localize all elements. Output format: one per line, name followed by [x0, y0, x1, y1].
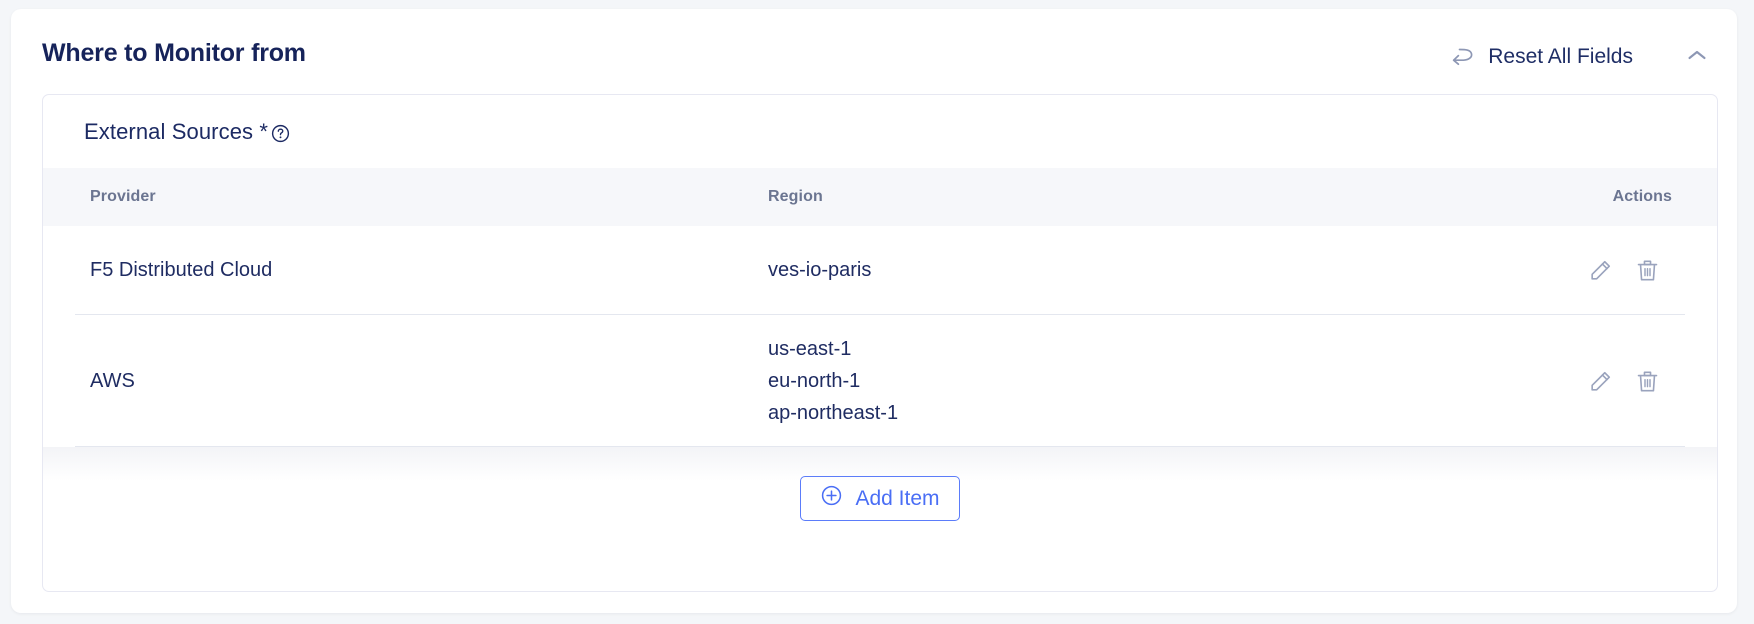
- table-header-row: Provider Region Actions: [43, 168, 1717, 226]
- add-item-button[interactable]: Add Item: [800, 476, 960, 521]
- plus-circle-icon: [820, 484, 843, 513]
- region-list: us-east-1 eu-north-1 ap-northeast-1: [768, 338, 1550, 425]
- table-body: F5 Distributed Cloud ves-io-paris: [43, 226, 1717, 447]
- add-item-label: Add Item: [855, 486, 940, 510]
- column-header-actions: Actions: [1612, 188, 1672, 205]
- table-row: F5 Distributed Cloud ves-io-paris: [43, 226, 1717, 315]
- edit-row-button[interactable]: [1588, 369, 1613, 394]
- region-value: ap-northeast-1: [768, 401, 899, 424]
- column-header-provider: Provider: [90, 188, 156, 205]
- region-value: eu-north-1: [768, 369, 861, 392]
- table-row: AWS us-east-1 eu-north-1 ap-northeast-1: [43, 315, 1717, 447]
- header-actions: Reset All Fields: [1443, 39, 1717, 74]
- field-label-row: External Sources *: [43, 95, 1717, 168]
- cell-provider: F5 Distributed Cloud: [90, 259, 273, 281]
- row-divider: [75, 446, 1685, 447]
- question-circle-icon[interactable]: [271, 124, 290, 143]
- edit-icon: [1588, 369, 1613, 394]
- delete-icon: [1635, 258, 1660, 283]
- cell-actions: [1550, 258, 1672, 283]
- delete-icon: [1635, 369, 1660, 394]
- chevron-up-icon: [1687, 49, 1707, 65]
- delete-row-button[interactable]: [1635, 369, 1660, 394]
- reset-all-fields-label: Reset All Fields: [1488, 44, 1633, 68]
- external-sources-table: Provider Region Actions F5 Distributed C…: [43, 168, 1717, 481]
- add-item-row: Add Item: [43, 447, 1717, 521]
- cell-provider: AWS: [90, 369, 135, 392]
- column-header-region: Region: [768, 188, 823, 205]
- delete-row-button[interactable]: [1635, 258, 1660, 283]
- section-header: Where to Monitor from Reset All Fields: [11, 9, 1737, 89]
- undo-arrow-icon: [1449, 43, 1477, 70]
- page-title: Where to Monitor from: [42, 39, 306, 67]
- external-sources-label: External Sources *: [84, 118, 268, 144]
- cell-actions: [1550, 369, 1672, 394]
- edit-icon: [1588, 258, 1613, 283]
- section-card: Where to Monitor from Reset All Fields: [11, 9, 1737, 613]
- cell-region: us-east-1 eu-north-1 ap-northeast-1: [768, 338, 1550, 425]
- region-list: ves-io-paris: [768, 259, 1550, 282]
- edit-row-button[interactable]: [1588, 258, 1613, 283]
- row-divider: [75, 314, 1685, 315]
- region-value: us-east-1: [768, 337, 852, 360]
- external-sources-panel: External Sources * Provider Region Actio…: [42, 94, 1718, 592]
- cell-region: ves-io-paris: [768, 259, 1550, 282]
- reset-all-fields-button[interactable]: Reset All Fields: [1443, 39, 1639, 74]
- region-value: ves-io-paris: [768, 259, 872, 281]
- collapse-section-button[interactable]: [1677, 41, 1717, 73]
